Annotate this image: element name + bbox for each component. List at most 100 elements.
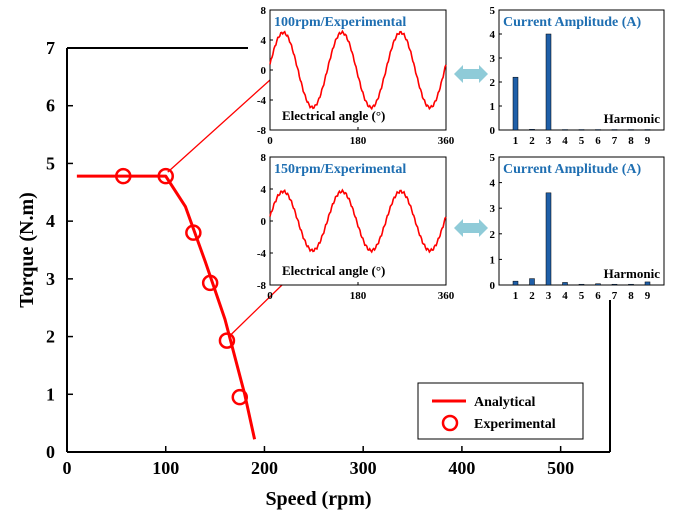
harmonic-bar (644, 129, 651, 131)
spectrum-y-tick-label: 1 (490, 254, 496, 266)
spectrum-y-tick-label: 4 (490, 29, 496, 41)
spectrum-inset-xlabel: Harmonic (604, 266, 661, 281)
spectrum-y-tick-label: 3 (490, 203, 496, 215)
waveform-x-tick-label: 0 (267, 135, 273, 147)
main-x-tick-label: 500 (547, 458, 574, 478)
harmonic-bar (578, 283, 585, 286)
spectrum-x-tick-label: 2 (529, 290, 535, 302)
waveform-inset-xlabel: Electrical angle (°) (282, 108, 385, 123)
waveform-y-tick-label: -8 (257, 125, 267, 137)
experimental-marker (185, 224, 202, 241)
legend-label-experimental: Experimental (474, 417, 556, 432)
harmonic-bar (578, 129, 585, 131)
callout-line-150rpm (228, 284, 283, 338)
legend-marker-swatch (441, 414, 459, 432)
harmonic-bar (545, 33, 552, 131)
main-x-tick-label: 0 (63, 458, 72, 478)
waveform-x-tick-label: 360 (438, 135, 455, 147)
waveform-inset-frame (269, 9, 447, 131)
main-x-tick-label: 100 (152, 458, 179, 478)
waveform-x-tick-label: 0 (267, 290, 273, 302)
main-x-tick-label: 400 (448, 458, 475, 478)
spectrum-y-tick-label: 0 (490, 280, 496, 292)
harmonic-bar (595, 129, 601, 131)
harmonic-bar (595, 283, 601, 286)
current-waveform (269, 29, 447, 111)
spectrum-x-tick-label: 6 (595, 290, 601, 302)
main-y-tick-label: 5 (46, 153, 55, 173)
spectrum-x-tick-label: 8 (628, 135, 634, 147)
harmonic-bar (529, 278, 535, 286)
spectrum-y-tick-label: 2 (490, 77, 496, 89)
spectrum-x-tick-label: 6 (595, 135, 601, 147)
experimental-marker (115, 167, 132, 185)
waveform-inset-xlabel: Electrical angle (°) (282, 263, 385, 278)
legend-label-analytical: Analytical (474, 395, 536, 410)
spectrum-x-tick-label: 8 (628, 290, 634, 302)
waveform-x-tick-label: 360 (438, 290, 455, 302)
waveform-inset-title: 150rpm/Experimental (274, 162, 406, 177)
spectrum-y-tick-label: 5 (490, 5, 496, 17)
spectrum-y-tick-label: 4 (490, 178, 496, 190)
waveform-x-tick-label: 180 (350, 290, 367, 302)
double-arrow-icon (454, 219, 488, 237)
harmonic-bar (562, 129, 568, 131)
main-y-tick-label: 4 (46, 211, 55, 231)
spectrum-y-tick-label: 0 (490, 125, 496, 137)
harmonic-bar (512, 280, 519, 286)
waveform-y-tick-label: 4 (261, 35, 267, 47)
spectrum-x-tick-label: 4 (562, 135, 568, 147)
spectrum-x-tick-label: 3 (546, 135, 552, 147)
experimental-marker (218, 332, 236, 349)
main-y-tick-label: 1 (46, 384, 55, 404)
harmonic-bar (611, 283, 618, 286)
harmonic-bar (611, 129, 618, 131)
callout-line-100rpm (167, 79, 271, 173)
experimental-marker (231, 388, 249, 406)
waveform-y-tick-label: 8 (261, 152, 267, 164)
waveform-y-tick-label: -4 (257, 95, 267, 107)
waveform-y-tick-label: 0 (261, 65, 267, 77)
harmonic-bar (529, 129, 535, 131)
spectrum-x-tick-label: 4 (562, 290, 568, 302)
waveform-y-tick-label: 0 (261, 216, 267, 228)
spectrum-x-tick-label: 1 (513, 290, 519, 302)
spectrum-y-tick-label: 5 (490, 152, 496, 164)
main-y-tick-label: 6 (46, 96, 55, 116)
analytical-line (76, 174, 257, 440)
main-y-tick-label: 3 (46, 269, 55, 289)
main-y-tick-label: 0 (46, 442, 55, 462)
current-waveform (269, 188, 447, 254)
harmonic-bar (628, 129, 634, 131)
spectrum-x-tick-label: 2 (529, 135, 535, 147)
waveform-y-tick-label: -4 (257, 248, 267, 260)
harmonic-bar (628, 283, 634, 286)
main-y-tick-label: 7 (46, 38, 55, 58)
spectrum-x-tick-label: 9 (645, 290, 651, 302)
spectrum-y-tick-label: 3 (490, 53, 496, 65)
spectrum-x-tick-label: 5 (579, 290, 585, 302)
spectrum-x-tick-label: 3 (546, 290, 552, 302)
spectrum-x-tick-label: 7 (612, 290, 618, 302)
waveform-x-tick-label: 180 (350, 135, 367, 147)
harmonic-bar (644, 281, 651, 286)
spectrum-x-tick-label: 7 (612, 135, 618, 147)
spectrum-inset-title: Current Amplitude (A) (503, 162, 642, 177)
waveform-y-tick-label: -8 (257, 280, 267, 292)
main-x-axis-title: Speed (rpm) (265, 488, 371, 510)
main-x-tick-label: 300 (350, 458, 377, 478)
spectrum-x-tick-label: 9 (645, 135, 651, 147)
spectrum-inset-frame (498, 9, 665, 131)
harmonic-bar (512, 76, 519, 131)
main-y-axis-title: Torque (N.m) (16, 192, 38, 308)
harmonic-bar (545, 192, 552, 286)
waveform-inset-title: 100rpm/Experimental (274, 15, 406, 30)
spectrum-y-tick-label: 2 (490, 229, 496, 241)
spectrum-y-tick-label: 1 (490, 101, 496, 113)
waveform-y-tick-label: 8 (261, 5, 267, 17)
spectrum-inset-title: Current Amplitude (A) (503, 15, 642, 30)
double-arrow-icon (454, 65, 488, 83)
spectrum-x-tick-label: 5 (579, 135, 585, 147)
spectrum-inset-xlabel: Harmonic (604, 111, 661, 126)
